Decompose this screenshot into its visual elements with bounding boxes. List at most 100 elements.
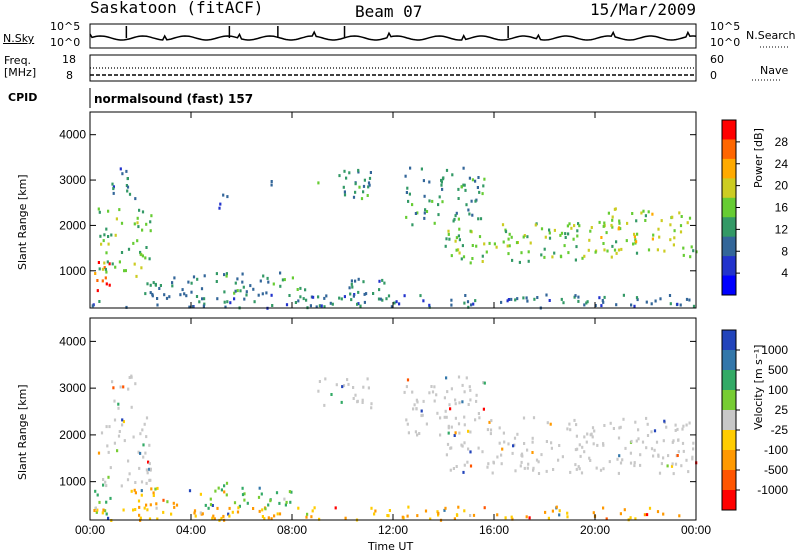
power-cell [506, 244, 509, 248]
velocity-cell [450, 387, 453, 391]
velocity-cell [199, 492, 202, 496]
power-cell [156, 303, 159, 307]
velocity-cell [516, 432, 519, 436]
velocity-cell [578, 467, 581, 471]
velocity-cell [454, 431, 457, 435]
velocity-ytick-label: 1000 [59, 475, 86, 489]
velocity-cell [580, 471, 584, 475]
velocity-cell [310, 515, 313, 519]
power-cell [281, 278, 284, 282]
velocity-cell [692, 447, 695, 451]
power-cell [223, 290, 226, 294]
power-cell [241, 272, 244, 276]
velocity-cell [663, 419, 666, 423]
velocity-cell [454, 416, 457, 420]
power-cell [270, 180, 273, 183]
power-cell [424, 208, 427, 212]
velocity-cell [677, 450, 680, 454]
power-cell [603, 248, 606, 252]
date-title: 15/Mar/2009 [590, 0, 696, 19]
power-cell [381, 278, 384, 282]
power-cell [348, 286, 351, 290]
power-cell [548, 228, 551, 232]
power-colorbar-label: 12 [775, 222, 789, 236]
power-cell [454, 239, 457, 243]
power-cell [135, 274, 138, 278]
velocity-cell [633, 464, 636, 468]
velocity-cell [616, 457, 619, 461]
velocity-cell [682, 424, 685, 428]
power-cell [481, 192, 484, 196]
velocity-cell [454, 398, 457, 402]
power-cell [679, 303, 682, 307]
power-cell [379, 297, 382, 301]
velocity-cell [585, 440, 588, 444]
power-cell [635, 251, 639, 255]
power-cell [455, 236, 458, 240]
power-cell [317, 295, 320, 299]
power-cell [195, 295, 199, 298]
power-cell [104, 276, 107, 280]
power-cell [103, 233, 106, 237]
power-cell [409, 166, 412, 170]
power-cell [148, 257, 151, 261]
velocity-cell [108, 425, 111, 429]
velocity-cell [139, 432, 142, 436]
power-cell [566, 224, 569, 228]
power-cell [124, 269, 127, 273]
power-cell [310, 295, 313, 299]
velocity-cell [502, 431, 505, 435]
velocity-cell [512, 444, 515, 448]
power-cell [190, 290, 193, 294]
power-cell [203, 274, 206, 278]
velocity-cell [558, 509, 561, 513]
power-cell [632, 242, 635, 246]
power-cell [457, 234, 460, 238]
power-cell [357, 170, 360, 174]
power-cell [431, 199, 434, 203]
velocity-cell [456, 513, 459, 517]
velocity-cell [639, 453, 642, 457]
power-cell [673, 236, 676, 240]
power-cell [672, 243, 675, 247]
power-cell [245, 290, 248, 294]
power-cell [481, 260, 484, 263]
velocity-colorbar-segment [722, 410, 736, 431]
power-cell [471, 213, 474, 217]
power-cell [419, 294, 422, 298]
power-cell [200, 287, 204, 291]
velocity-cell [241, 486, 244, 490]
velocity-cell [122, 420, 125, 424]
velocity-cell [537, 472, 541, 475]
velocity-cell [436, 510, 439, 514]
velocity-cell [269, 499, 272, 503]
power-cell [626, 221, 629, 225]
power-ytick-label: 4000 [59, 128, 86, 142]
power-cell [202, 304, 205, 308]
power-cell [407, 199, 410, 203]
velocity-cell [444, 506, 447, 510]
power-cell [145, 222, 148, 226]
power-cell [471, 257, 474, 260]
velocity-cell [214, 489, 217, 493]
power-cell [688, 216, 692, 220]
velocity-cell [140, 493, 143, 497]
power-cell [635, 240, 638, 244]
power-cell [669, 302, 672, 306]
velocity-cell [98, 500, 101, 504]
velocity-cell [134, 491, 137, 495]
velocity-cell [519, 464, 522, 468]
velocity-cell [463, 415, 466, 419]
power-cell [350, 282, 353, 286]
power-cell [598, 296, 601, 300]
velocity-cell [116, 449, 119, 453]
power-cell [522, 235, 525, 239]
power-cell [285, 303, 289, 307]
power-cell [105, 251, 108, 255]
velocity-cell [207, 506, 210, 510]
power-cell [511, 258, 514, 262]
power-cell [96, 279, 99, 282]
power-cell [482, 184, 485, 188]
velocity-cell [475, 399, 478, 403]
power-cell [171, 281, 174, 285]
